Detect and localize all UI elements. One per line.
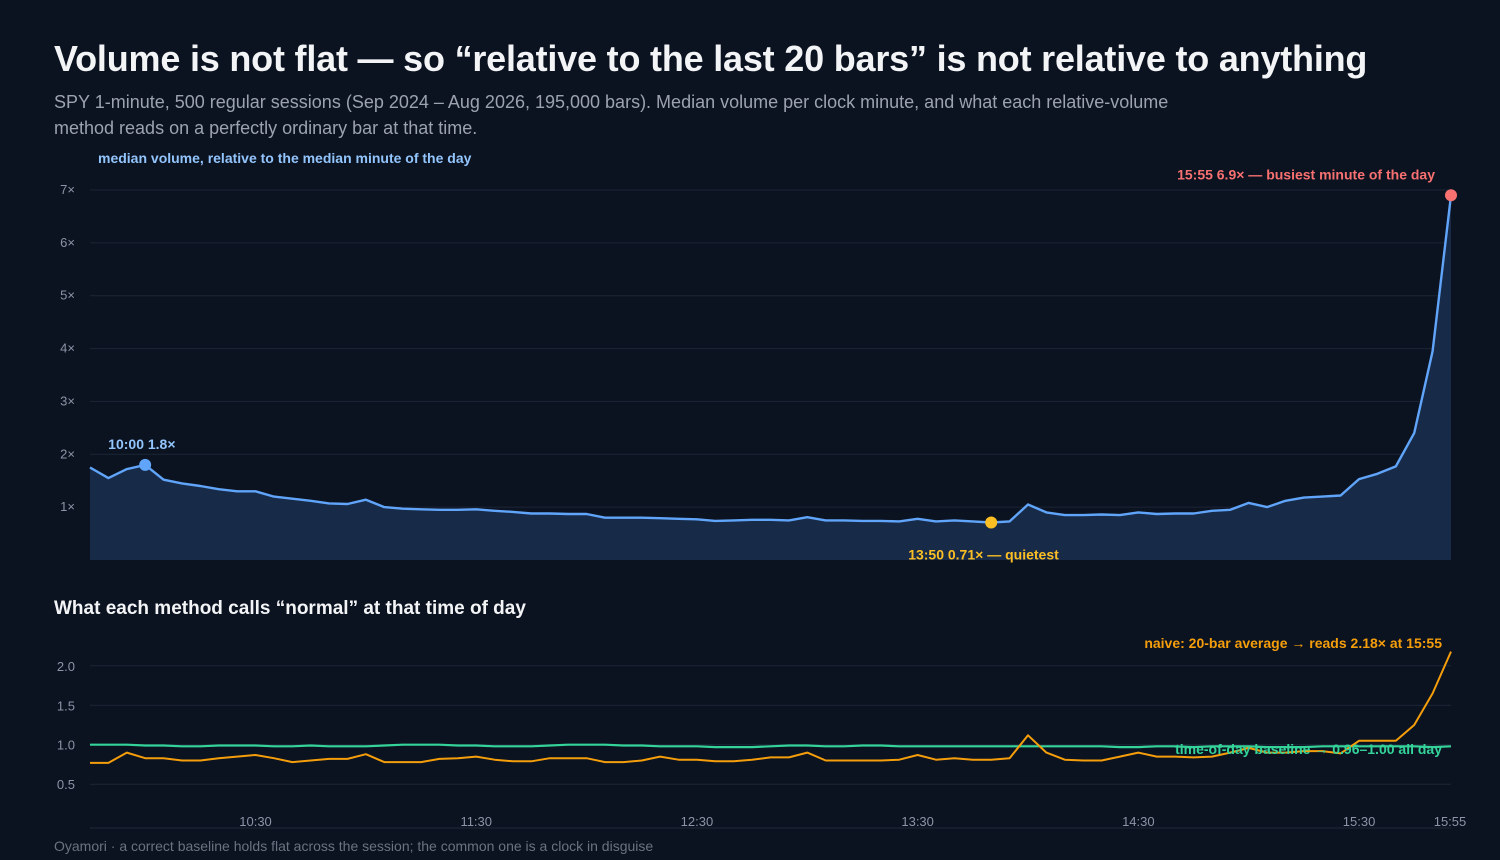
peak-open-marker	[139, 458, 152, 471]
volume-y-tick: 6×	[60, 235, 75, 250]
method-annotations: naive: 20-bar average → reads 2.18× at 1…	[1144, 635, 1442, 757]
page-subtitle: SPY 1-minute, 500 regular sessions (Sep …	[54, 92, 1169, 138]
naive-series-line	[90, 651, 1452, 764]
x-tick-label: 11:30	[460, 814, 492, 829]
volume-y-tick: 1×	[60, 499, 75, 514]
naive-series-label: naive: 20-bar average → reads 2.18× at 1…	[1144, 635, 1442, 651]
peak-open-label: 10:00 1.8×	[108, 436, 175, 452]
volume-axis-label: median volume, relative to the median mi…	[98, 150, 472, 166]
x-tick-label: 12:30	[681, 814, 714, 829]
volume-y-tick: 3×	[60, 393, 75, 408]
page-title: Volume is not flat — so “relative to the…	[54, 38, 1368, 79]
method-y-tick: 1.5	[57, 698, 75, 713]
volume-grid	[90, 189, 1451, 508]
volume-area-fill	[90, 195, 1451, 561]
x-tick-label: 10:30	[239, 814, 272, 829]
volume-y-tick: 7×	[60, 182, 75, 197]
volume-y-tick: 2×	[60, 446, 75, 461]
volume-y-axis: 1× 2× 3× 4× 5× 6× 7×	[60, 182, 75, 514]
method-y-tick: 1.0	[57, 738, 75, 753]
baseline-series-label: time-of-day baseline → 0.96–1.00 all day	[1175, 741, 1442, 757]
quietest-point-label: 13:50 0.71× — quietest	[908, 546, 1059, 562]
method-grid	[90, 665, 1451, 785]
method-y-tick: 0.5	[57, 777, 75, 792]
x-tick-label: 15:55	[1434, 814, 1467, 829]
volume-annotations: 10:00 1.8× 13:50 0.71× — quietest 15:55 6.…	[108, 166, 1457, 562]
method-y-tick: 2.0	[57, 659, 75, 674]
x-tick-label: 15:30	[1343, 814, 1376, 829]
footer-note: Oyamori · a correct baseline holds flat …	[54, 838, 654, 854]
volume-line	[89, 195, 1453, 524]
method-chart-title: What each method calls “normal” at that …	[54, 598, 526, 619]
busiest-point-label: 15:55 6.9× — busiest minute of the day	[1177, 166, 1435, 182]
volume-y-tick: 5×	[60, 288, 75, 303]
volume-y-tick: 4×	[60, 341, 75, 356]
busiest-point-marker	[1445, 189, 1457, 202]
time-x-axis: 10:30 11:30 12:30 13:30 14:30 15:30 15:55	[90, 814, 1466, 829]
baseline-series-line	[90, 743, 1452, 749]
method-y-axis: 0.5 1.0 1.5 2.0	[57, 659, 75, 792]
x-tick-label: 13:30	[901, 814, 934, 829]
x-tick-label: 14:30	[1122, 814, 1155, 829]
quietest-point-marker	[985, 516, 998, 529]
